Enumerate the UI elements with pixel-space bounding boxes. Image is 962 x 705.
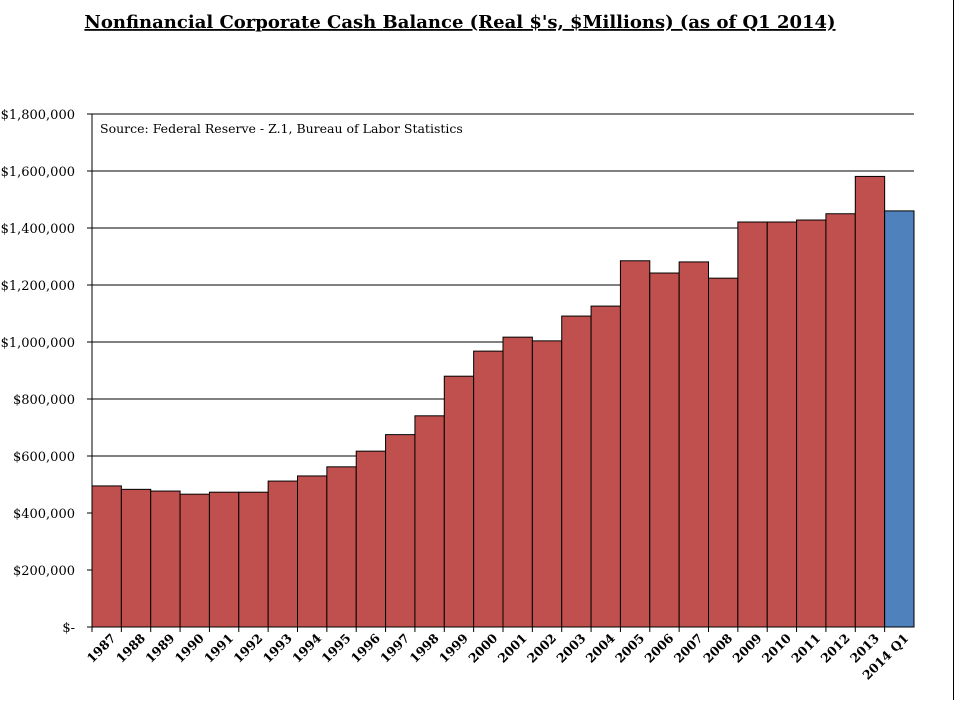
bar-1989 — [150, 490, 181, 628]
chart-title: Nonfinancial Corporate Cash Balance (Rea… — [84, 12, 835, 33]
bar-1988 — [120, 488, 152, 628]
y-tick-label: $1,200,000 — [1, 279, 75, 294]
x-tick-label: 2004 — [583, 630, 618, 665]
bar-2004 — [590, 305, 621, 628]
y-tick-label: $600,000 — [13, 450, 75, 465]
x-tick-label: 2005 — [612, 631, 647, 666]
bar-2006 — [649, 272, 680, 628]
bar-2003 — [561, 315, 592, 628]
bar-2002 — [531, 340, 563, 628]
x-tick-label: 1993 — [260, 631, 295, 666]
x-tick-label: 1998 — [407, 630, 442, 665]
axes — [91, 114, 914, 632]
x-tick-label: 2001 — [495, 631, 530, 666]
frame-edge — [953, 0, 954, 700]
bar-2013 — [854, 175, 886, 628]
bar-2005 — [619, 260, 651, 628]
x-tick-label: 2012 — [818, 631, 853, 666]
bar-1997 — [385, 434, 416, 628]
y-tick-label: $- — [62, 621, 75, 636]
bar-1995 — [326, 466, 357, 628]
x-tick-label: 2002 — [524, 631, 559, 666]
bar-2009 — [737, 221, 768, 628]
bar-1991 — [208, 491, 240, 628]
y-tick-label: $1,400,000 — [1, 222, 75, 237]
bars — [91, 175, 915, 628]
bar-2010 — [766, 221, 798, 628]
bar-1996 — [355, 450, 387, 628]
x-tick-label: 1999 — [436, 631, 471, 666]
x-tick-label: 2011 — [788, 631, 823, 666]
x-tick-label: 1996 — [348, 630, 383, 665]
x-tick-label: 2007 — [671, 631, 706, 666]
x-tick-label: 2003 — [553, 631, 588, 666]
bar-2007 — [678, 261, 710, 628]
bar-2008 — [708, 277, 739, 628]
x-tick-label: 1995 — [318, 631, 353, 666]
bar-1992 — [238, 491, 269, 628]
y-tick-label: $1,800,000 — [1, 108, 75, 123]
bar-2000 — [473, 350, 504, 628]
bar-2012 — [825, 213, 856, 628]
x-tick-label: 1989 — [142, 631, 177, 666]
x-tick-label: 2009 — [729, 631, 764, 666]
bar-2001 — [502, 336, 533, 628]
bar-1993 — [267, 480, 298, 628]
bar-1999 — [443, 375, 475, 628]
bar-1994 — [297, 475, 328, 628]
y-tick-label: $1,000,000 — [1, 336, 75, 351]
x-tick-label: 1997 — [377, 631, 412, 666]
y-tick-labels: $- $200,000 $400,000 $600,000 $800,000 $1,000… — [1, 108, 75, 636]
source-annotation: Source: Federal Reserve - Z.1, Bureau of… — [100, 121, 463, 136]
x-tick-label: 1988 — [113, 630, 148, 665]
bar-1987 — [91, 485, 122, 628]
bar-2014-q1 — [884, 210, 915, 628]
x-tick-label: 1992 — [230, 631, 265, 666]
x-tick-label: 1990 — [172, 630, 207, 665]
x-tick-label: 1987 — [84, 631, 119, 666]
bar-1998 — [414, 415, 445, 628]
y-tick-label: $400,000 — [13, 507, 75, 522]
bar-2011 — [796, 219, 827, 628]
x-tick-label: 1994 — [289, 630, 324, 665]
x-tick-label: 1991 — [201, 631, 236, 666]
x-tick-label: 2000 — [465, 630, 500, 665]
x-tick-labels: 1987198819891990199119921993199419951996… — [84, 630, 912, 682]
x-tick-label: 2008 — [700, 630, 735, 665]
x-tick-label: 2006 — [641, 630, 676, 665]
y-tick-label: $200,000 — [13, 564, 75, 579]
x-tick-label: 2010 — [759, 630, 794, 665]
y-tick-label: $1,600,000 — [1, 165, 75, 180]
bar-1990 — [179, 493, 210, 628]
y-tick-label: $800,000 — [13, 393, 75, 408]
